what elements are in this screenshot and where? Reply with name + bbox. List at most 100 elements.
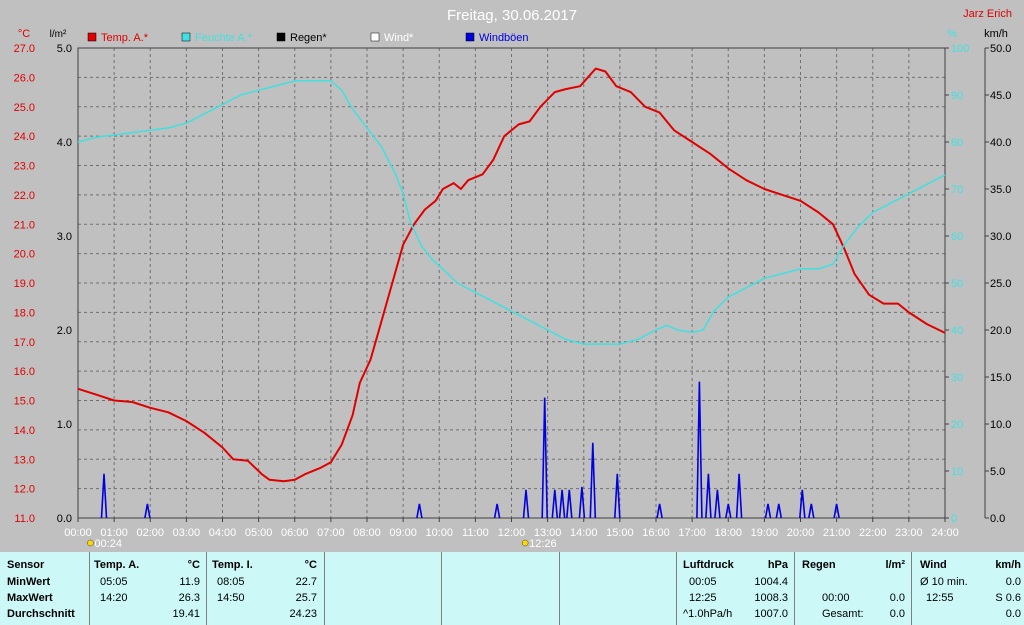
wind-tick-label: 25.0	[990, 278, 1011, 290]
pct-tick-label: 50	[951, 278, 963, 290]
temp-i-min-time: 08:05	[217, 576, 245, 588]
rain-r2-time: 00:00	[822, 592, 850, 604]
temp-tick-label: 20.0	[14, 249, 35, 261]
wind-tick-label: 50.0	[990, 43, 1011, 55]
x-tick-label: 22:00	[859, 527, 887, 539]
gust-spike	[558, 489, 566, 519]
sun-icon	[521, 539, 529, 547]
x-tick-label: 03:00	[173, 527, 201, 539]
temp-tick-label: 14.0	[14, 425, 35, 437]
temp-i-avg: 24.23	[289, 608, 317, 620]
wind-title: Wind	[920, 559, 947, 571]
pct-unit-label: %	[947, 28, 957, 40]
x-tick-label: 24:00	[931, 527, 959, 539]
wind-tick-label: 10.0	[990, 419, 1011, 431]
pressure-title: Luftdruck	[683, 559, 734, 571]
gust-spike	[551, 489, 559, 519]
legend-item: Wind*	[370, 32, 414, 44]
gust-spike	[714, 489, 721, 519]
temp-tick-label: 23.0	[14, 161, 35, 173]
wind-tick-label: 30.0	[990, 231, 1011, 243]
legend-label: Wind*	[384, 32, 414, 44]
wind-tick-label: 15.0	[990, 372, 1011, 384]
x-tick-label: 16:00	[642, 527, 670, 539]
chart-background	[0, 0, 1024, 550]
legend-item: Feuchte A.*	[181, 32, 253, 44]
x-tick-label: 23:00	[895, 527, 923, 539]
x-tick-label: 12:00	[498, 527, 526, 539]
legend-swatch	[370, 32, 380, 42]
humidity-line	[77, 80, 946, 345]
temp-a-unit: °C	[187, 559, 200, 571]
x-tick-label: 05:00	[245, 527, 273, 539]
gust-spike	[696, 381, 703, 519]
sun-marker-time: 00:24	[94, 538, 122, 550]
wind-r2-val: S 0.6	[995, 592, 1021, 604]
wind-r2-time: 12:55	[926, 592, 954, 604]
temp-tick-label: 19.0	[14, 278, 35, 290]
stats-temp-a: Temp. A. °C 05:05 11.9 14:20 26.3 19.41	[90, 552, 207, 625]
chart-axes: 00:00 01:00 02:00 03:00 04:00 05:00 06:00 07:00…	[14, 43, 1012, 539]
temp-tick-label: 17.0	[14, 337, 35, 349]
stats-wind: Wind km/h Ø 10 min. 0.0 12:55 S 0.6 0.0	[912, 552, 1024, 625]
temp-i-title: Temp. I.	[212, 559, 253, 571]
legend-swatch	[276, 32, 286, 42]
x-tick-label: 21:00	[823, 527, 851, 539]
max-label: MaxWert	[7, 592, 53, 604]
rain-tick-label: 3.0	[57, 231, 72, 243]
temp-tick-label: 22.0	[14, 190, 35, 202]
wind-unit: km/h	[995, 559, 1021, 571]
author-label: Jarz Erich	[963, 8, 1012, 20]
pressure-r3-label: ^1.0hPa/h	[683, 608, 733, 620]
rain-tick-label: 1.0	[57, 419, 72, 431]
temp-i-min-val: 22.7	[295, 576, 317, 588]
x-tick-label: 19:00	[751, 527, 779, 539]
pct-tick-label: 80	[951, 137, 963, 149]
stats-empty-1	[325, 552, 442, 625]
x-tick-label: 15:00	[606, 527, 634, 539]
gust-spike	[808, 503, 815, 519]
x-tick-label: 01:00	[100, 527, 128, 539]
x-tick-label: 14:00	[570, 527, 598, 539]
wind-tick-label: 45.0	[990, 90, 1011, 102]
gust-spike	[144, 503, 151, 519]
wind-tick-label: 5.0	[990, 466, 1005, 478]
legend-swatch	[465, 32, 475, 42]
pct-tick-label: 70	[951, 184, 963, 196]
pct-tick-label: 100	[951, 43, 969, 55]
stats-temp-i: Temp. I. °C 08:05 22.7 14:50 25.7 24.23	[207, 552, 325, 625]
temp-tick-label: 18.0	[14, 307, 35, 319]
pressure-r2-val: 1008.3	[754, 592, 788, 604]
temp-i-max-time: 14:50	[217, 592, 245, 604]
x-tick-label: 13:00	[534, 527, 562, 539]
rain-tick-label: 5.0	[57, 43, 72, 55]
x-tick-label: 17:00	[678, 527, 706, 539]
gust-spike	[614, 473, 621, 519]
sensor-label: Sensor	[7, 559, 45, 571]
gust-spike	[775, 503, 783, 519]
legend-item: Windböen	[465, 32, 529, 44]
temp-tick-label: 21.0	[14, 219, 35, 231]
temp-tick-label: 27.0	[14, 43, 35, 55]
gust-spike	[541, 397, 548, 519]
sunrise-marker: 00:24	[87, 538, 122, 550]
wind-r1-label: Ø 10 min.	[920, 576, 968, 588]
temp-a-title: Temp. A.	[94, 559, 140, 571]
temp-a-avg: 19.41	[172, 608, 200, 620]
wind-tick-label: 0.0	[990, 513, 1005, 525]
temp-i-unit: °C	[304, 559, 317, 571]
x-tick-label: 04:00	[209, 527, 237, 539]
gust-spike	[833, 503, 840, 519]
x-tick-label: 18:00	[714, 527, 742, 539]
wind-r1-val: 0.0	[1005, 576, 1021, 588]
pressure-r2-time: 12:25	[689, 592, 717, 604]
sun-markers: 00:24 12:26	[87, 538, 557, 550]
gust-spike	[656, 503, 663, 519]
legend-label: Windböen	[479, 32, 529, 44]
x-tick-label: 20:00	[787, 527, 815, 539]
temp-tick-label: 15.0	[14, 396, 35, 408]
stats-labels: Sensor MinWert MaxWert Durchschnitt	[0, 552, 90, 625]
pct-tick-label: 30	[951, 372, 963, 384]
gust-spike	[522, 489, 530, 519]
wind-tick-label: 40.0	[990, 137, 1011, 149]
